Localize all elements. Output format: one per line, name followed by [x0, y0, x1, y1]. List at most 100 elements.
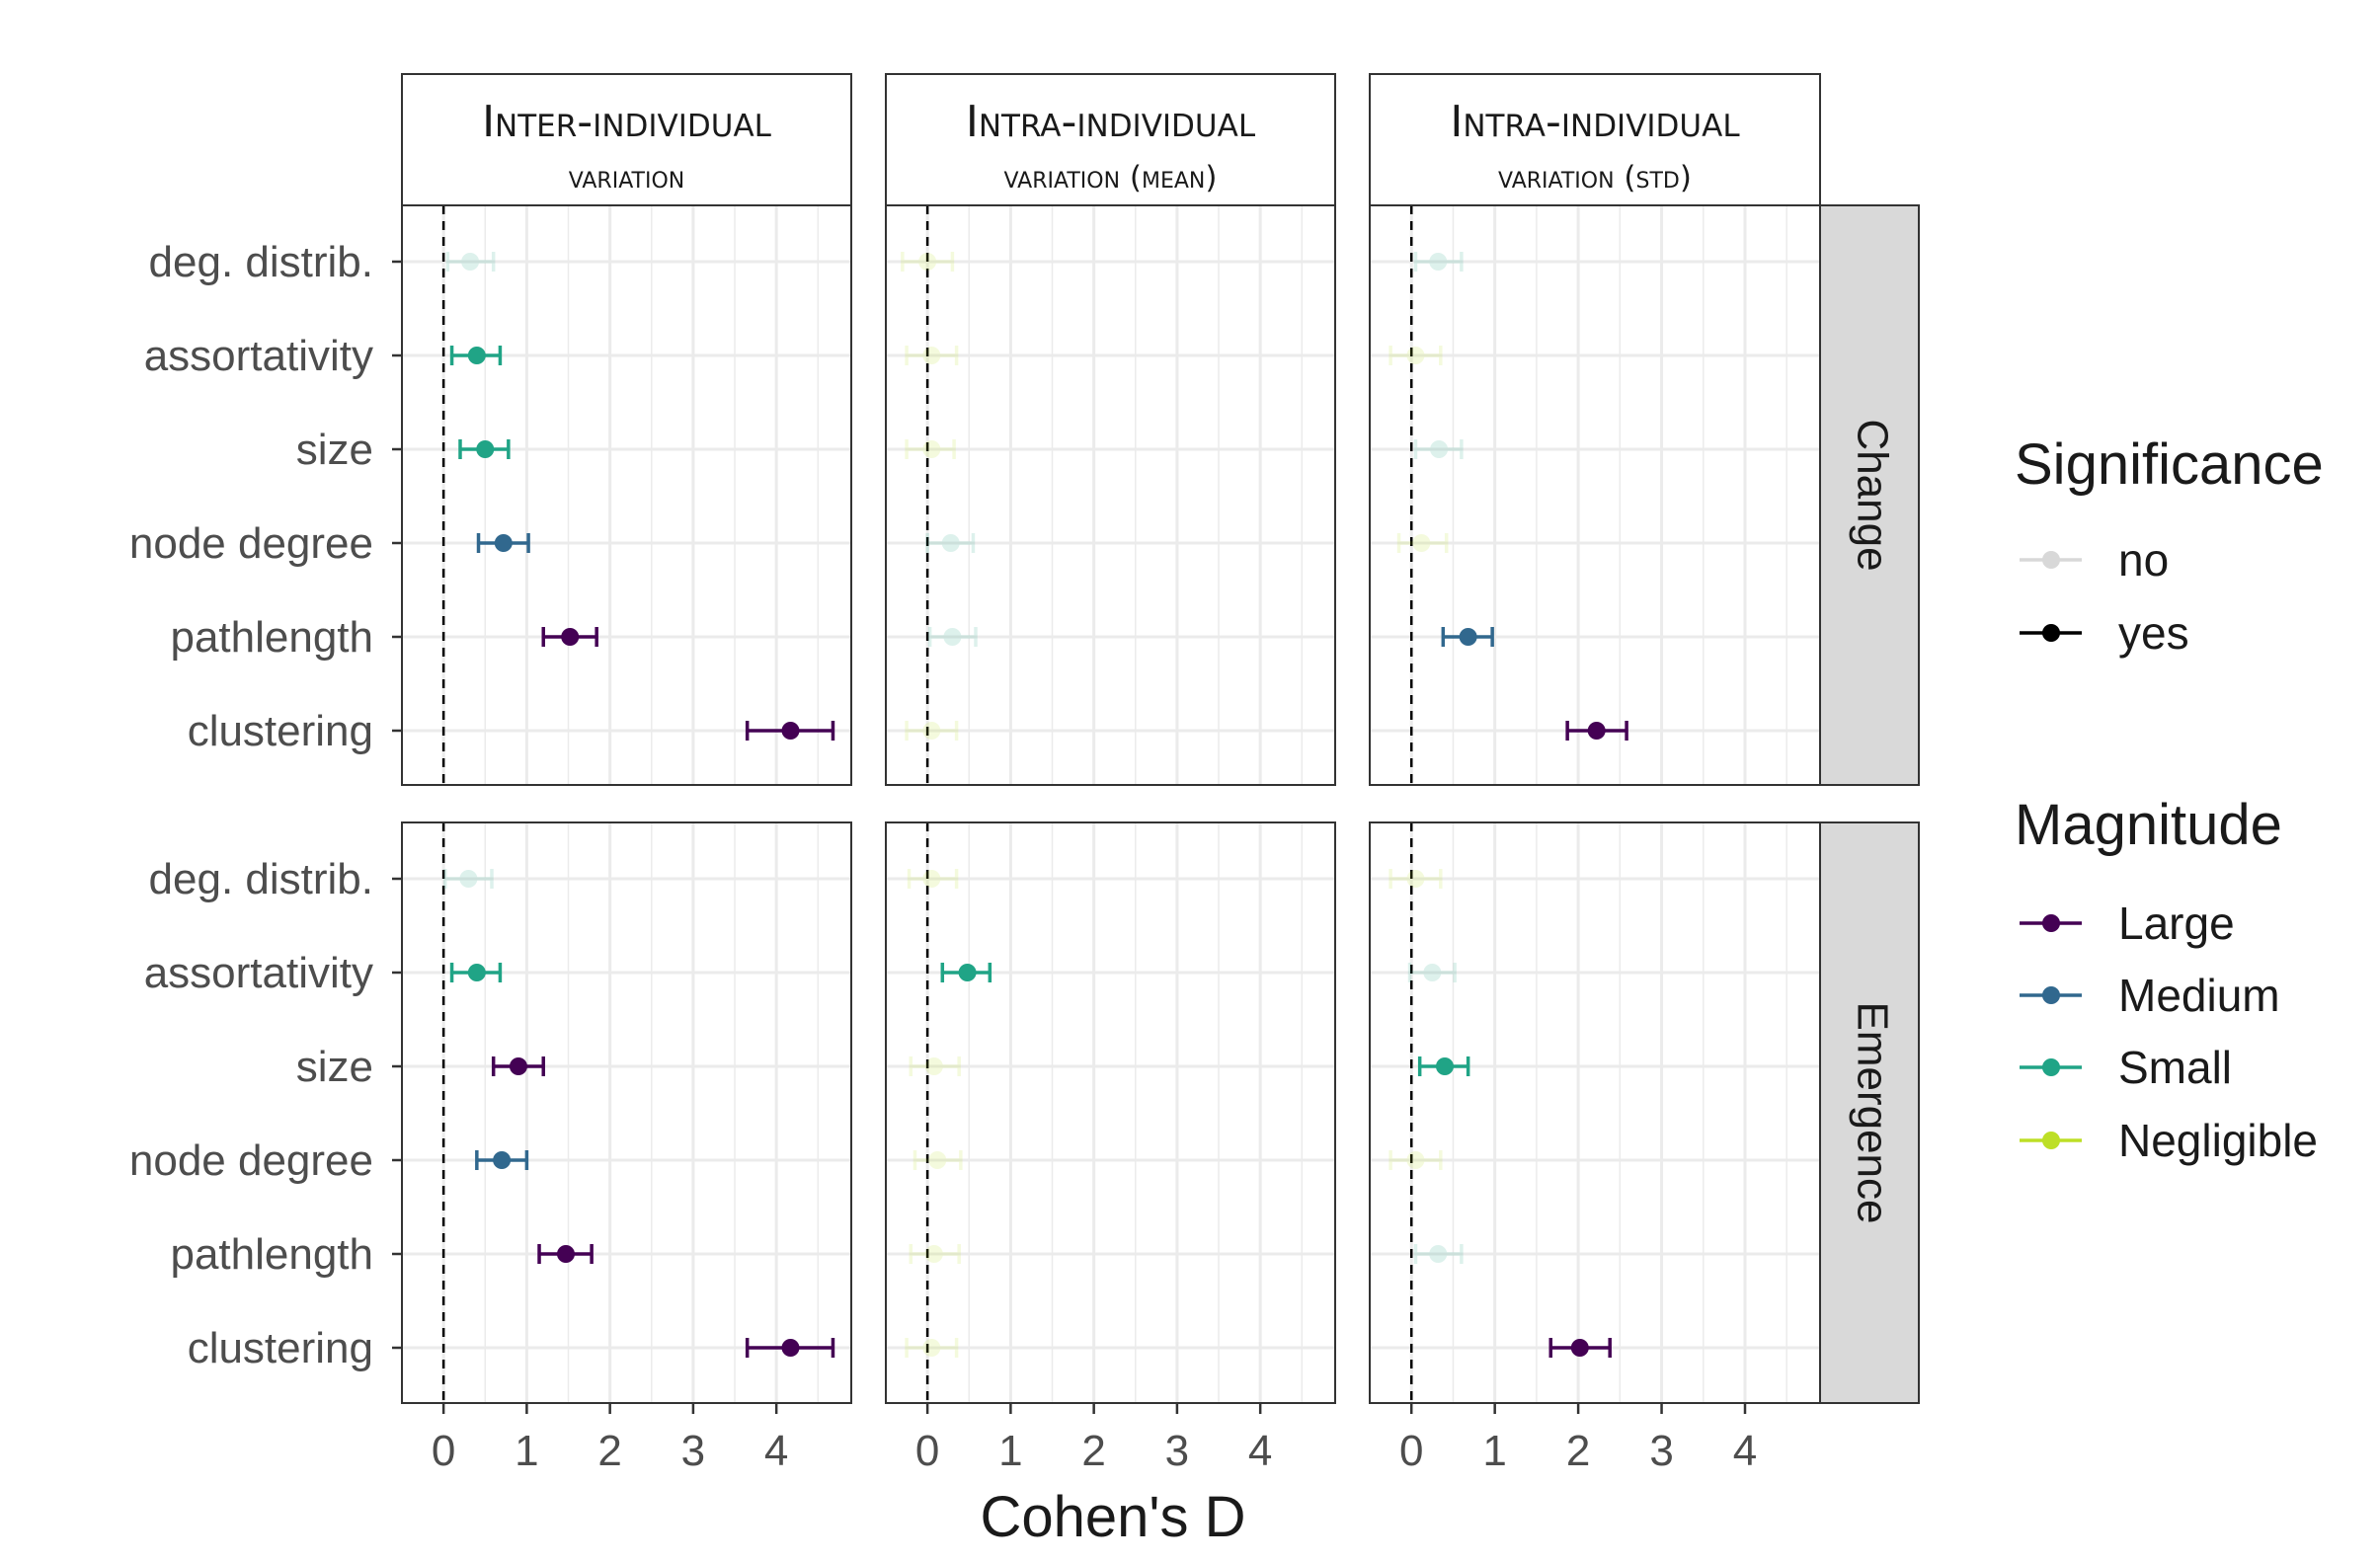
errorbar-point [745, 721, 835, 741]
point-marker [922, 440, 941, 458]
column-title: Intra-individual [966, 97, 1256, 147]
panel [1369, 821, 1821, 1404]
errorbar-point [458, 439, 511, 459]
point-marker [924, 1245, 943, 1263]
y-tick-label: size [296, 426, 373, 474]
y-tick-label: node degree [129, 1136, 373, 1185]
x-tick-label: 4 [764, 1427, 788, 1475]
y-tick-label: assortativity [144, 332, 373, 380]
point-marker [1429, 1245, 1448, 1263]
point-marker [1406, 347, 1425, 364]
legend-label: yes [2118, 607, 2189, 659]
errorbar-point [909, 1244, 961, 1264]
x-tick-label: 0 [432, 1427, 455, 1475]
legend-label: Medium [2118, 970, 2280, 1021]
errorbar-point [1407, 963, 1457, 982]
point-marker [561, 628, 580, 646]
x-tick-label: 0 [915, 1427, 939, 1475]
errorbar-point [905, 439, 956, 459]
point-marker [467, 964, 486, 981]
errorbar-point [1413, 1244, 1464, 1264]
y-tick-label: assortativity [144, 949, 373, 997]
legend-key [2020, 624, 2082, 642]
errorbar-point [745, 1338, 835, 1358]
legend-label: Small [2118, 1042, 2232, 1093]
legend-key [2020, 986, 2082, 1004]
point-marker [1587, 722, 1606, 740]
point-marker [922, 347, 941, 364]
point-marker [1430, 440, 1449, 458]
column-strip [885, 73, 1336, 206]
panel-border [885, 821, 1336, 1404]
point-marker [476, 440, 495, 458]
errorbar-point [1388, 1150, 1443, 1170]
y-tick-label: node degree [129, 519, 373, 568]
panel-background [1370, 822, 1820, 1403]
legend-label: Large [2118, 898, 2235, 949]
errorbar-point [1396, 533, 1449, 553]
y-tick-label: pathlength [170, 613, 373, 662]
errorbar-point [909, 1056, 961, 1076]
panel-border [401, 821, 852, 1404]
x-tick-label: 1 [998, 1427, 1022, 1475]
panel [885, 821, 1336, 1404]
point-marker [459, 870, 478, 888]
x-tick-label: 2 [1081, 1427, 1105, 1475]
x-tick-label: 3 [681, 1427, 705, 1475]
column-subtitle: variation (mean) [1004, 160, 1218, 195]
column-strip [1369, 73, 1821, 206]
panel-background [886, 205, 1335, 785]
legend-label: Negligible [2118, 1115, 2318, 1166]
y-tick-label: clustering [188, 707, 373, 755]
legend-key-marker [2042, 551, 2060, 569]
errorbar-point [925, 533, 976, 553]
point-marker [943, 628, 962, 646]
point-marker [1429, 253, 1448, 271]
point-marker [467, 347, 486, 364]
panel-background [402, 822, 851, 1403]
point-marker [509, 1057, 527, 1075]
point-marker [918, 253, 937, 271]
errorbar-point [901, 252, 955, 272]
errorbar-point [541, 627, 598, 647]
panel [401, 821, 852, 1404]
x-tick-label: 2 [597, 1427, 621, 1475]
panel-background [1370, 205, 1820, 785]
errorbar-point [449, 963, 503, 982]
panel [1369, 204, 1821, 786]
y-tick-label: deg. distrib. [149, 238, 373, 286]
errorbar-point [475, 1150, 529, 1170]
y-tick-label: clustering [188, 1324, 373, 1372]
panel-border [885, 204, 1336, 786]
panel [401, 204, 852, 786]
legend-key-marker [2042, 624, 2060, 642]
point-marker [494, 534, 513, 552]
point-marker [941, 534, 960, 552]
errorbar-point [449, 346, 503, 365]
errorbar-point [1548, 1338, 1612, 1358]
point-marker [1412, 534, 1431, 552]
legend-key-marker [2042, 1058, 2060, 1076]
point-marker [781, 1339, 800, 1357]
errorbar-point [1388, 869, 1443, 889]
x-tick-label: 1 [1482, 1427, 1506, 1475]
point-marker [461, 253, 480, 271]
panel-background [886, 822, 1335, 1403]
y-tick-label: pathlength [170, 1230, 373, 1279]
legend-key [2020, 551, 2082, 569]
point-marker [1570, 1339, 1589, 1357]
column-title: Inter-individual [482, 97, 772, 147]
x-tick-label: 3 [1649, 1427, 1673, 1475]
point-marker [922, 1339, 941, 1357]
legend-key [2020, 1132, 2082, 1149]
point-marker [556, 1245, 575, 1263]
errorbar-point [1413, 252, 1464, 272]
x-tick-label: 3 [1165, 1427, 1189, 1475]
legend-title: Significance [2015, 432, 2324, 497]
x-tick-label: 2 [1566, 1427, 1590, 1475]
errorbar-point [905, 346, 959, 365]
row-strip-label: Change [1848, 419, 1896, 571]
errorbar-point [905, 1338, 959, 1358]
errorbar-point [1417, 1056, 1470, 1076]
point-marker [924, 1057, 943, 1075]
